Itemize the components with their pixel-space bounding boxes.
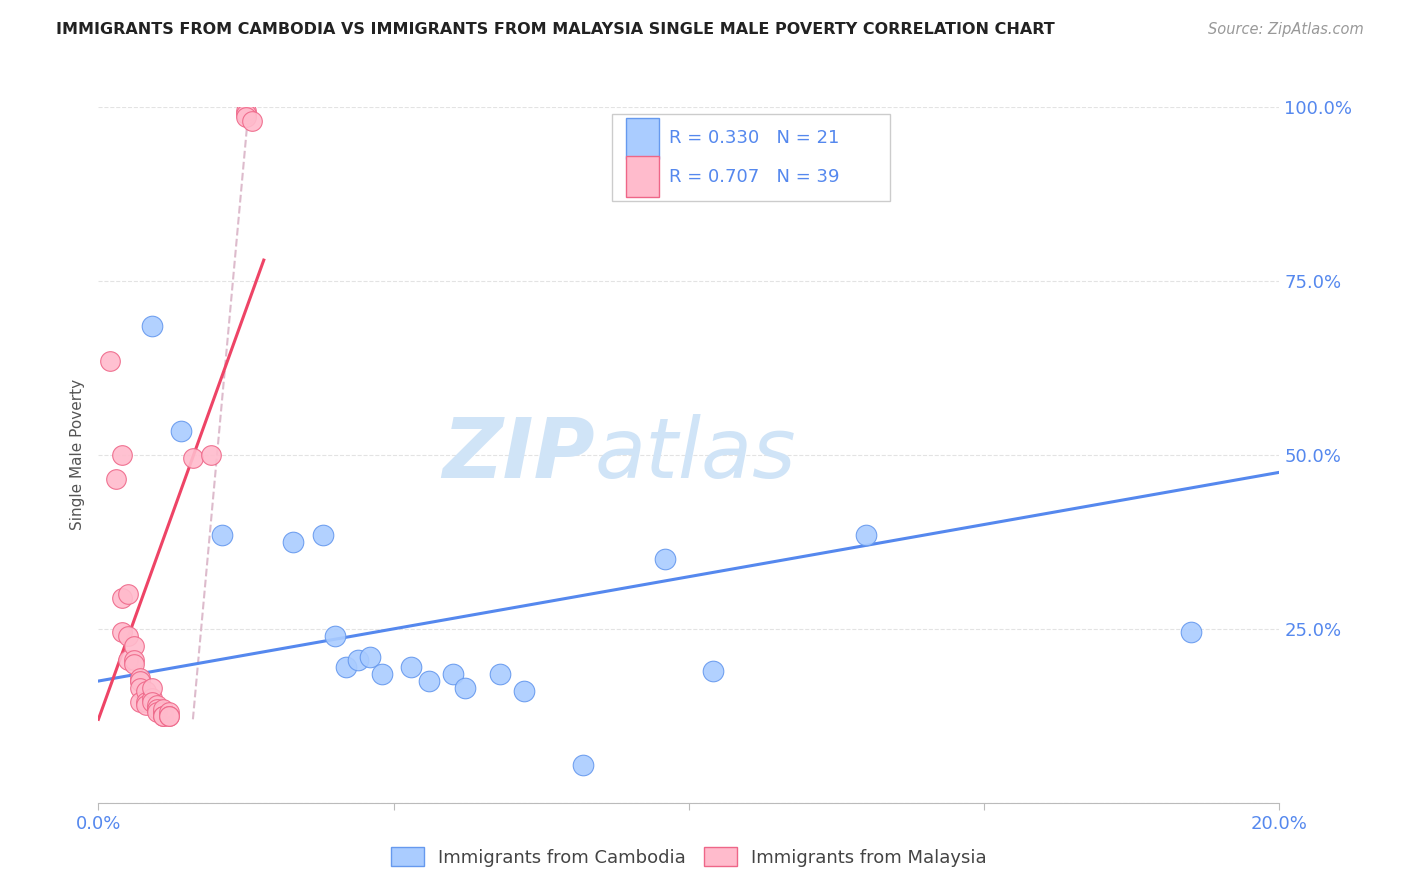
Point — [489, 667, 512, 681]
Point — [240, 114, 263, 128]
Point — [146, 698, 169, 713]
Point — [211, 528, 233, 542]
Point — [335, 660, 357, 674]
Point — [128, 681, 150, 695]
Point — [235, 107, 257, 121]
Point — [146, 706, 169, 720]
Text: R = 0.330   N = 21: R = 0.330 N = 21 — [669, 129, 839, 147]
Point — [141, 691, 163, 706]
Point — [117, 587, 139, 601]
Point — [152, 706, 174, 720]
Point — [98, 354, 121, 368]
Point — [141, 695, 163, 709]
Point — [135, 695, 157, 709]
Point — [418, 674, 440, 689]
Point — [111, 448, 134, 462]
Point — [117, 653, 139, 667]
Point — [111, 591, 134, 605]
Point — [855, 528, 877, 542]
Point — [141, 681, 163, 695]
Point — [135, 684, 157, 698]
Point — [152, 702, 174, 716]
Point — [157, 706, 180, 720]
Text: R = 0.707   N = 39: R = 0.707 N = 39 — [669, 168, 839, 186]
Point — [235, 111, 257, 125]
FancyBboxPatch shape — [612, 114, 890, 201]
Point — [152, 708, 174, 723]
Bar — [626, 118, 659, 159]
Text: Source: ZipAtlas.com: Source: ZipAtlas.com — [1208, 22, 1364, 37]
Point — [571, 757, 593, 772]
Point — [312, 528, 335, 542]
Point — [200, 448, 222, 462]
Point — [347, 653, 370, 667]
Point — [111, 625, 134, 640]
Point — [702, 664, 724, 678]
Point — [128, 671, 150, 685]
Point — [401, 660, 423, 674]
Point — [371, 667, 394, 681]
Point — [146, 702, 169, 716]
Text: atlas: atlas — [595, 415, 796, 495]
Point — [122, 657, 145, 671]
Point — [146, 702, 169, 716]
Point — [181, 451, 204, 466]
Point — [323, 629, 346, 643]
Point — [654, 552, 676, 566]
Text: IMMIGRANTS FROM CAMBODIA VS IMMIGRANTS FROM MALAYSIA SINGLE MALE POVERTY CORRELA: IMMIGRANTS FROM CAMBODIA VS IMMIGRANTS F… — [56, 22, 1054, 37]
Point — [117, 629, 139, 643]
Point — [359, 649, 381, 664]
Text: ZIP: ZIP — [441, 415, 595, 495]
Point — [441, 667, 464, 681]
Point — [1180, 625, 1202, 640]
Point — [157, 708, 180, 723]
Point — [128, 674, 150, 689]
Point — [122, 653, 145, 667]
Point — [128, 674, 150, 689]
Point — [235, 103, 257, 118]
Point — [135, 698, 157, 713]
Point — [512, 684, 534, 698]
Bar — [626, 156, 659, 197]
Legend: Immigrants from Cambodia, Immigrants from Malaysia: Immigrants from Cambodia, Immigrants fro… — [384, 840, 994, 874]
Point — [128, 695, 150, 709]
Point — [122, 639, 145, 653]
Point — [453, 681, 475, 695]
Point — [283, 535, 305, 549]
Point — [170, 424, 193, 438]
Point — [105, 472, 128, 486]
Y-axis label: Single Male Poverty: Single Male Poverty — [70, 379, 86, 531]
Point — [152, 708, 174, 723]
Point — [141, 319, 163, 334]
Point — [157, 708, 180, 723]
